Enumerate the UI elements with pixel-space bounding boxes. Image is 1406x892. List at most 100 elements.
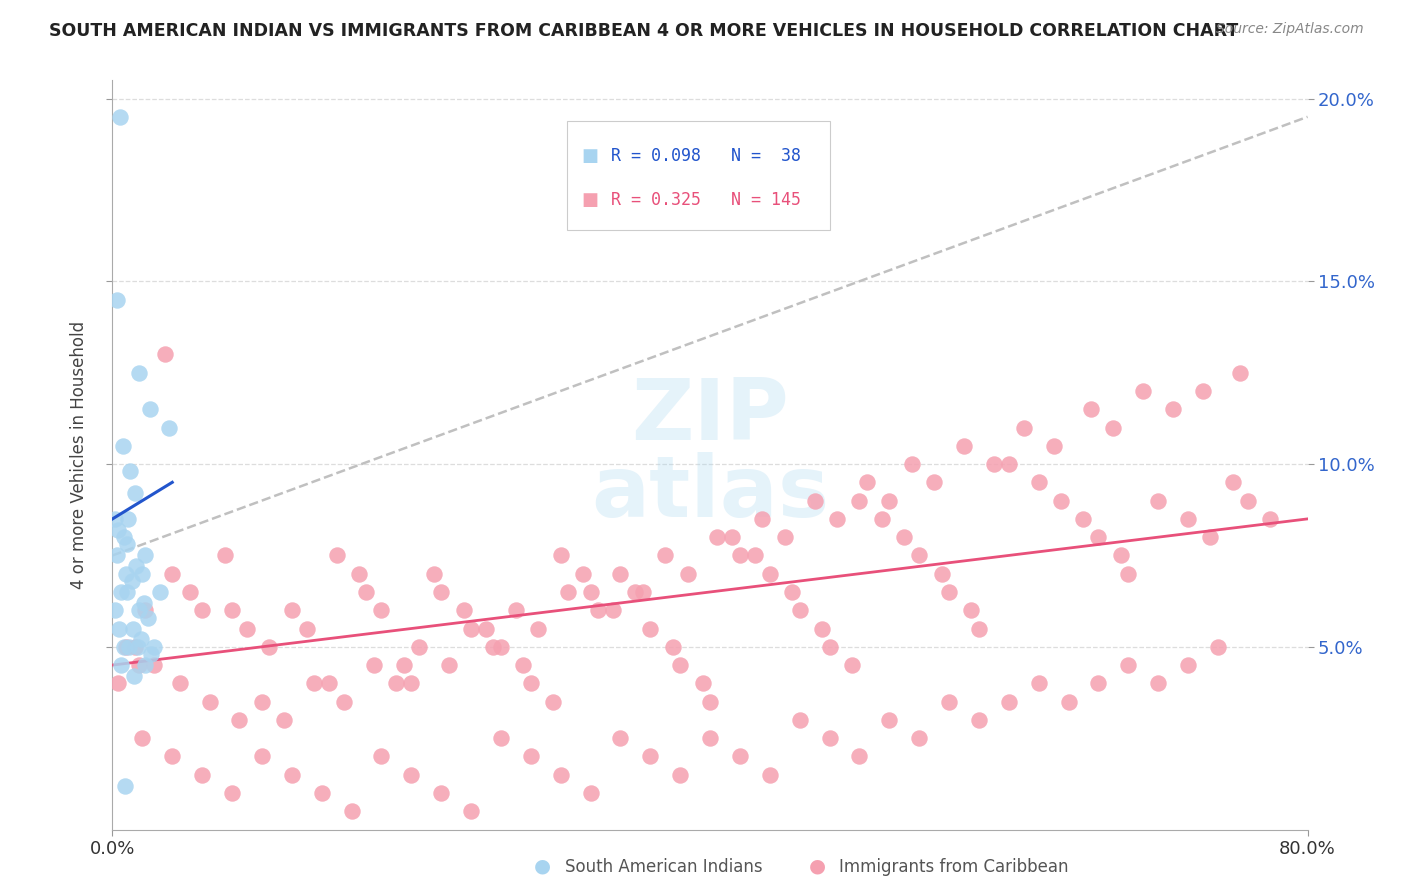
Point — [967, 622, 990, 636]
Y-axis label: 4 or more Vehicles in Household: 4 or more Vehicles in Household — [70, 321, 89, 589]
Point — [870, 512, 893, 526]
Point — [1012, 420, 1035, 434]
Point — [370, 749, 392, 764]
Point — [143, 658, 166, 673]
Point — [453, 603, 475, 617]
Point — [460, 805, 482, 819]
Point — [134, 549, 156, 563]
Point — [132, 596, 155, 610]
Point — [110, 585, 132, 599]
Point — [370, 603, 392, 617]
Point — [773, 530, 796, 544]
Point — [505, 603, 527, 617]
Point — [356, 585, 378, 599]
Point — [1199, 530, 1222, 544]
Point — [856, 475, 879, 490]
Point — [105, 293, 128, 307]
Point — [520, 749, 543, 764]
Point — [624, 585, 647, 599]
Point — [983, 457, 1005, 471]
Point — [848, 749, 870, 764]
Point — [149, 585, 172, 599]
Point — [118, 640, 141, 654]
Point — [1258, 512, 1281, 526]
Point — [121, 622, 143, 636]
Point — [127, 640, 149, 654]
Point — [115, 585, 138, 599]
Point — [128, 366, 150, 380]
Point — [117, 512, 139, 526]
Point — [602, 603, 624, 617]
Point — [422, 566, 444, 581]
Text: R = 0.098   N =  38: R = 0.098 N = 38 — [610, 147, 801, 165]
Point — [759, 566, 782, 581]
Point — [108, 622, 131, 636]
Point — [281, 768, 304, 782]
Point — [401, 768, 423, 782]
Point — [117, 537, 139, 551]
Point — [121, 574, 143, 588]
Point — [1118, 658, 1140, 673]
Point — [430, 786, 453, 800]
Point — [669, 768, 692, 782]
Point — [114, 530, 135, 544]
Point — [1057, 695, 1080, 709]
Point — [250, 695, 273, 709]
Point — [475, 622, 498, 636]
Point — [998, 695, 1021, 709]
FancyBboxPatch shape — [567, 121, 830, 230]
Point — [131, 731, 153, 746]
Point — [879, 713, 901, 727]
Point — [120, 464, 142, 478]
Point — [302, 676, 325, 690]
Point — [1028, 475, 1050, 490]
Point — [363, 658, 385, 673]
Point — [311, 786, 333, 800]
Point — [1237, 493, 1260, 508]
Point — [115, 566, 138, 581]
Point — [143, 640, 166, 654]
Point — [107, 523, 129, 537]
Point — [318, 676, 340, 690]
Point — [751, 512, 773, 526]
Point — [938, 585, 960, 599]
Point — [550, 768, 572, 782]
Point — [250, 749, 273, 764]
Point — [706, 530, 728, 544]
Point — [131, 566, 153, 581]
Point — [721, 530, 744, 544]
Point — [139, 402, 162, 417]
Text: R = 0.325   N = 145: R = 0.325 N = 145 — [610, 191, 801, 209]
Point — [811, 622, 834, 636]
Point — [134, 658, 156, 673]
Point — [489, 640, 512, 654]
Text: South American Indians: South American Indians — [565, 858, 763, 876]
Point — [214, 549, 236, 563]
Point — [191, 603, 214, 617]
Point — [401, 676, 423, 690]
Point — [1028, 676, 1050, 690]
Point — [938, 695, 960, 709]
Point — [125, 559, 148, 574]
Point — [179, 585, 201, 599]
Point — [759, 768, 782, 782]
Point — [1042, 439, 1064, 453]
Text: ■: ■ — [581, 147, 598, 165]
Point — [1102, 420, 1125, 434]
Point — [803, 493, 825, 508]
Point — [572, 566, 595, 581]
Point — [1147, 493, 1170, 508]
Text: ZIP
atlas: ZIP atlas — [591, 376, 830, 534]
Point — [931, 566, 953, 581]
Point — [437, 658, 460, 673]
Point — [105, 549, 128, 563]
Point — [162, 566, 183, 581]
Point — [818, 731, 841, 746]
Point — [1177, 658, 1199, 673]
Point — [1177, 512, 1199, 526]
Point — [512, 658, 534, 673]
Point — [699, 731, 721, 746]
Point — [1073, 512, 1095, 526]
Point — [347, 566, 370, 581]
Point — [669, 658, 692, 673]
